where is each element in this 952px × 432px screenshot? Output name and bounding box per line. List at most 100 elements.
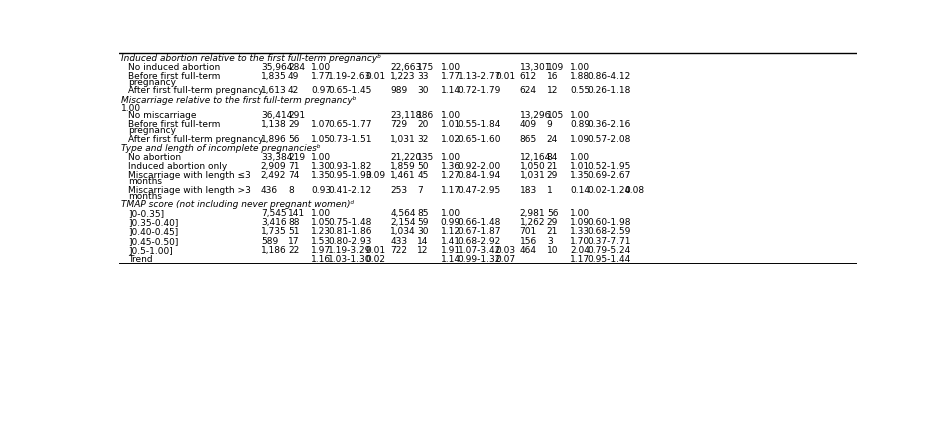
Text: 612: 612 (520, 72, 537, 81)
Text: 1.00: 1.00 (570, 111, 590, 120)
Text: 156: 156 (520, 237, 537, 246)
Text: 22: 22 (288, 246, 299, 255)
Text: 1,050: 1,050 (520, 162, 545, 171)
Text: 17: 17 (288, 237, 300, 246)
Text: 84: 84 (546, 152, 558, 162)
Text: 1.00: 1.00 (570, 63, 590, 72)
Text: 1,031: 1,031 (520, 171, 545, 180)
Text: 1.00: 1.00 (441, 152, 461, 162)
Text: Miscarriage relative to the first full-term pregnancyᵇ: Miscarriage relative to the first full-t… (121, 96, 356, 105)
Text: 0.66-1.48: 0.66-1.48 (458, 218, 501, 227)
Text: 1.00: 1.00 (311, 209, 331, 218)
Text: Miscarriage with length ≤3: Miscarriage with length ≤3 (129, 171, 251, 180)
Text: 0.72-1.79: 0.72-1.79 (458, 86, 501, 95)
Text: 0.75-1.48: 0.75-1.48 (328, 218, 371, 227)
Text: 1.19-2.63: 1.19-2.63 (328, 72, 371, 81)
Text: Type and length of incomplete pregnanciesᵇ: Type and length of incomplete pregnancie… (121, 144, 320, 153)
Text: 0.02-1.24: 0.02-1.24 (587, 186, 630, 195)
Text: 2.04: 2.04 (570, 246, 590, 255)
Text: ]0.40-0.45]: ]0.40-0.45] (129, 227, 179, 236)
Text: 1.00: 1.00 (441, 209, 461, 218)
Text: 51: 51 (288, 227, 300, 236)
Text: 23,118: 23,118 (390, 111, 422, 120)
Text: 85: 85 (417, 209, 428, 218)
Text: 1.05: 1.05 (311, 218, 331, 227)
Text: 1.36: 1.36 (441, 162, 461, 171)
Text: 13,296: 13,296 (520, 111, 551, 120)
Text: 729: 729 (390, 121, 407, 129)
Text: 1.00: 1.00 (311, 63, 331, 72)
Text: 0.95-1.93: 0.95-1.93 (328, 171, 371, 180)
Text: 0.60-1.98: 0.60-1.98 (587, 218, 630, 227)
Text: 1.33: 1.33 (570, 227, 590, 236)
Text: 32: 32 (417, 135, 428, 144)
Text: 436: 436 (261, 186, 278, 195)
Text: 1.00: 1.00 (311, 152, 331, 162)
Text: 0.08: 0.08 (625, 186, 645, 195)
Text: 71: 71 (288, 162, 300, 171)
Text: 1,138: 1,138 (261, 121, 287, 129)
Text: 175: 175 (417, 63, 435, 72)
Text: 433: 433 (390, 237, 407, 246)
Text: 2,154: 2,154 (390, 218, 416, 227)
Text: 1,461: 1,461 (390, 171, 416, 180)
Text: 1,262: 1,262 (520, 218, 545, 227)
Text: 1.00: 1.00 (570, 209, 590, 218)
Text: After first full-term pregnancy: After first full-term pregnancy (129, 135, 264, 144)
Text: 109: 109 (546, 63, 564, 72)
Text: 1.13-2.77: 1.13-2.77 (458, 72, 501, 81)
Text: 291: 291 (288, 111, 305, 120)
Text: 1.00: 1.00 (570, 152, 590, 162)
Text: 0.67-1.87: 0.67-1.87 (458, 227, 501, 236)
Text: 1.16: 1.16 (311, 255, 331, 264)
Text: 1.17: 1.17 (570, 255, 590, 264)
Text: 50: 50 (417, 162, 428, 171)
Text: 0.97: 0.97 (311, 86, 331, 95)
Text: 1.09: 1.09 (570, 218, 590, 227)
Text: 0.09: 0.09 (366, 171, 386, 180)
Text: ]0.5-1.00]: ]0.5-1.00] (129, 246, 173, 255)
Text: 1,031: 1,031 (390, 135, 416, 144)
Text: 989: 989 (390, 86, 407, 95)
Text: 33: 33 (417, 72, 428, 81)
Text: 0.86-4.12: 0.86-4.12 (587, 72, 630, 81)
Text: 589: 589 (261, 237, 278, 246)
Text: No induced abortion: No induced abortion (129, 63, 221, 72)
Text: 0.55-1.84: 0.55-1.84 (458, 121, 501, 129)
Text: 74: 74 (288, 171, 299, 180)
Text: 1,186: 1,186 (261, 246, 287, 255)
Text: 1.77: 1.77 (311, 72, 331, 81)
Text: 29: 29 (546, 218, 558, 227)
Text: 0.68-2.59: 0.68-2.59 (587, 227, 630, 236)
Text: 0.65-1.60: 0.65-1.60 (458, 135, 501, 144)
Text: 0.02: 0.02 (366, 255, 386, 264)
Text: 1,896: 1,896 (261, 135, 287, 144)
Text: 0.52-1.95: 0.52-1.95 (587, 162, 630, 171)
Text: 0.99-1.32: 0.99-1.32 (458, 255, 501, 264)
Text: 284: 284 (288, 63, 305, 72)
Text: 183: 183 (520, 186, 537, 195)
Text: 253: 253 (390, 186, 407, 195)
Text: 56: 56 (546, 209, 558, 218)
Text: No miscarriage: No miscarriage (129, 111, 197, 120)
Text: Before first full-term: Before first full-term (129, 72, 221, 81)
Text: 0.80-2.93: 0.80-2.93 (328, 237, 371, 246)
Text: 0.69-2.67: 0.69-2.67 (587, 171, 630, 180)
Text: 12: 12 (546, 86, 558, 95)
Text: 88: 88 (288, 218, 300, 227)
Text: 464: 464 (520, 246, 537, 255)
Text: Trend: Trend (129, 255, 153, 264)
Text: pregnancy: pregnancy (129, 78, 176, 87)
Text: 1.07-3.42: 1.07-3.42 (458, 246, 501, 255)
Text: 12: 12 (417, 246, 428, 255)
Text: 29: 29 (288, 121, 299, 129)
Text: 0.14: 0.14 (570, 186, 590, 195)
Text: 1.02: 1.02 (441, 135, 461, 144)
Text: 1.14: 1.14 (441, 255, 461, 264)
Text: 56: 56 (288, 135, 300, 144)
Text: 1.00: 1.00 (441, 63, 461, 72)
Text: 0.55: 0.55 (570, 86, 590, 95)
Text: 1,613: 1,613 (261, 86, 287, 95)
Text: 16: 16 (546, 72, 558, 81)
Text: ]0-0.35]: ]0-0.35] (129, 209, 165, 218)
